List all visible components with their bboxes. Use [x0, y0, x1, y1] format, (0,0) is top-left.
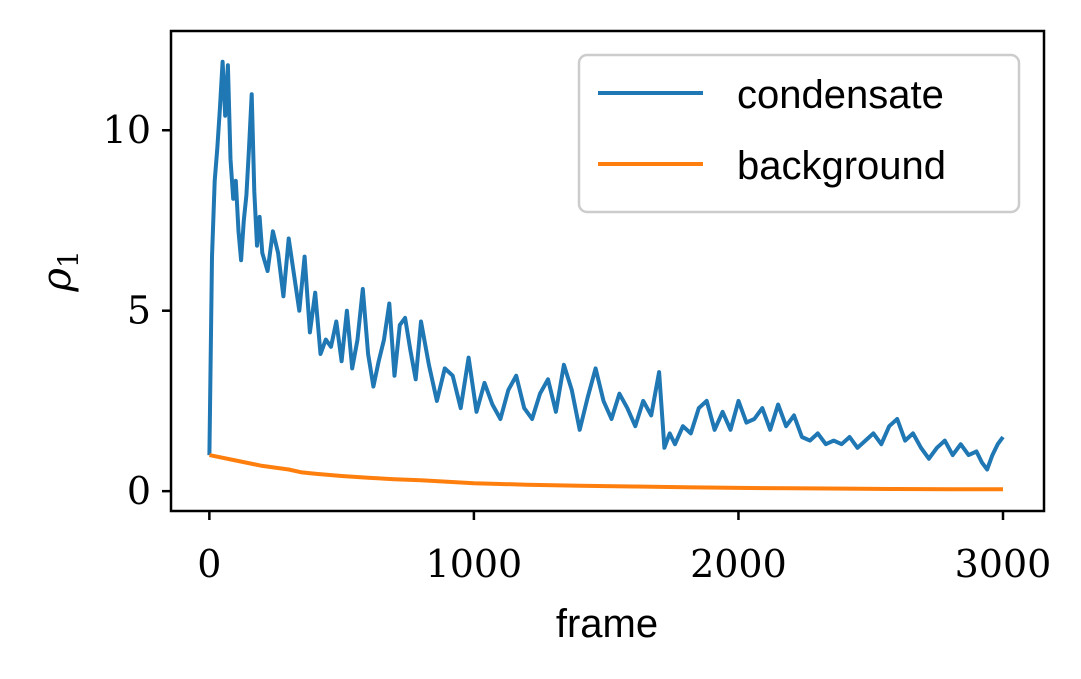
- series-line-condensate: [207, 59, 1005, 472]
- legend-label-condensate: condensate: [737, 73, 944, 117]
- series-layer: [207, 59, 1005, 492]
- y-axis-label-symbol: ρ: [34, 268, 80, 293]
- legend: condensate background: [577, 53, 1021, 214]
- x-tick-label: 0: [197, 542, 221, 586]
- legend-label-background: background: [737, 144, 946, 188]
- series-line-background: [208, 453, 1004, 492]
- y-tick-label: 10: [103, 108, 151, 152]
- y-tick-label: 5: [127, 289, 151, 333]
- plot-frame: [169, 29, 1046, 513]
- y-tick-label: 0: [127, 469, 151, 513]
- x-tick-label: 3000: [955, 542, 1052, 586]
- x-tick-label: 1000: [426, 542, 523, 586]
- y-axis-label-subscript: 1: [52, 250, 85, 268]
- y-axis-label: ρ1: [34, 250, 85, 292]
- x-axis-label: frame: [556, 602, 658, 646]
- ticks-layer: 0 1000 2000 3000 0 5 10: [103, 108, 1052, 586]
- x-tick-label: 2000: [690, 542, 787, 586]
